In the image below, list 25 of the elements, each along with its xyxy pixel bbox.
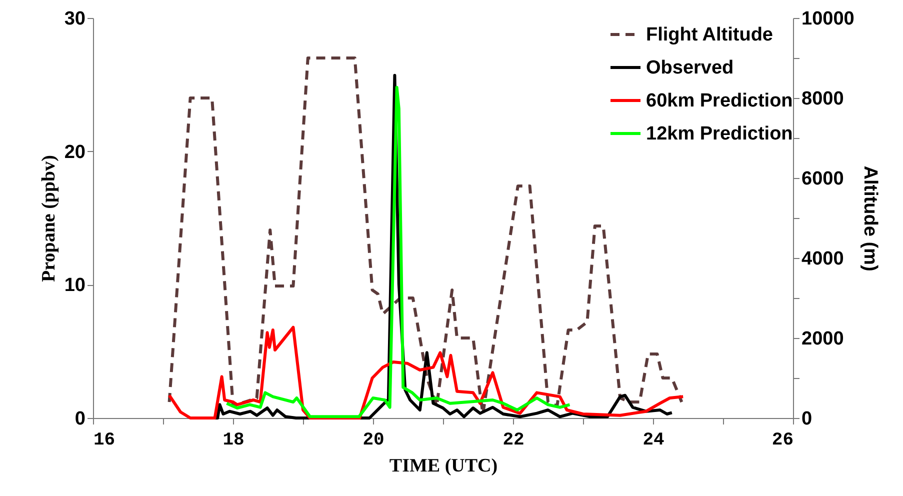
x-tick-label: 26 [772,430,794,450]
y2-tick-label: 8000 [802,88,844,110]
legend-label: 12km Prediction [646,124,793,144]
y-tick-label: 0 [74,408,86,430]
y-axis-title: Propane (ppbv) [38,155,60,282]
y2-tick-label: 6000 [802,168,844,190]
y-tick-label: 30 [64,8,86,30]
y-tick-label: 10 [64,275,86,296]
y-tick-label: 20 [64,142,86,163]
x-tick-label: 22 [502,430,524,450]
legend-label: Flight Altitude [646,24,773,46]
x-tick-label: 24 [642,430,664,450]
legend-label: 60km Prediction [646,90,793,112]
x-tick-label: 16 [94,430,116,450]
line-series [225,86,572,418]
x-tick-label: 20 [362,430,384,450]
y2-tick-label: 10000 [802,8,854,30]
x-axis-title: TIME (UTC) [389,456,498,476]
y2-tick-label: 4000 [802,248,844,270]
y2-tick-label: 2000 [802,328,844,350]
y2-tick-label: 0 [802,408,812,430]
line-series [168,326,685,420]
legend-label: Observed [646,58,734,78]
x-tick-label: 18 [222,430,244,450]
y2-axis-title: Altitude (m) [859,166,880,272]
